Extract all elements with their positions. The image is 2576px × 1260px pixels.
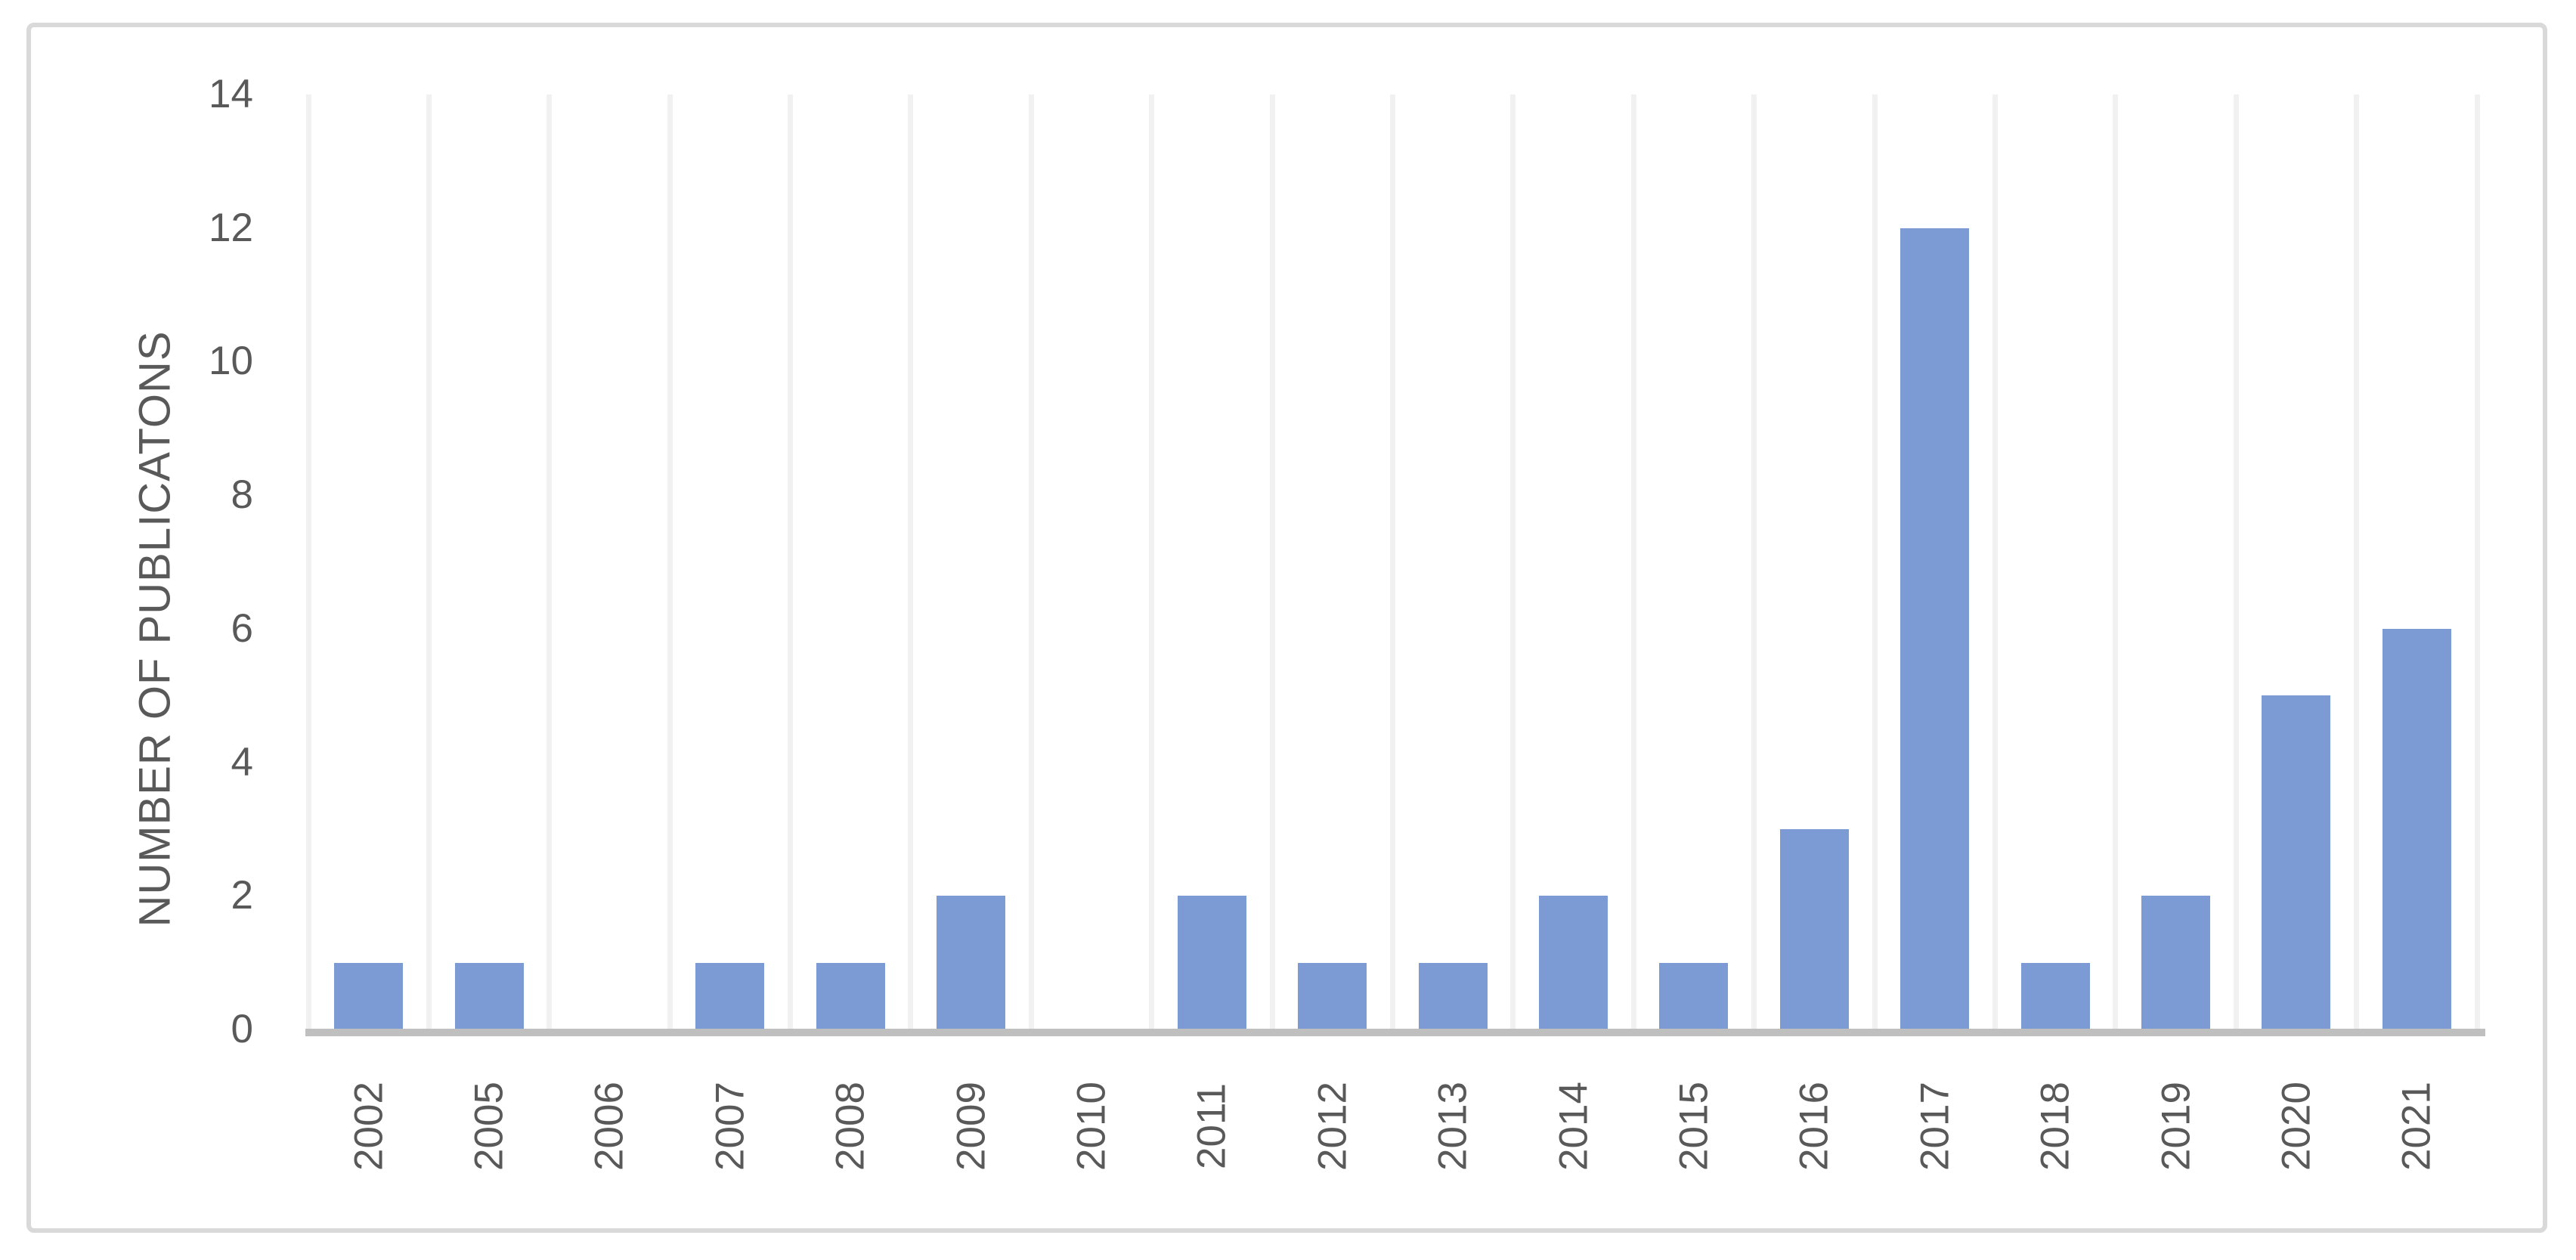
vertical-gridline: [1630, 94, 1636, 1029]
x-tick-label: 2019: [2153, 1082, 2199, 1171]
vertical-gridline: [1390, 94, 1395, 1029]
vertical-gridline: [305, 94, 311, 1029]
bar-2005: [454, 962, 524, 1029]
bar-2014: [1539, 896, 1608, 1029]
x-tick-label: 2012: [1310, 1082, 1355, 1171]
vertical-gridline: [2354, 94, 2360, 1029]
x-tick-label: 2009: [949, 1082, 994, 1171]
x-tick-label: 2015: [1671, 1082, 1717, 1171]
vertical-gridline: [667, 94, 673, 1029]
vertical-gridline: [1872, 94, 1878, 1029]
vertical-gridline: [1510, 94, 1516, 1029]
y-tick-label: 10: [209, 339, 253, 384]
vertical-gridline: [2233, 94, 2239, 1029]
vertical-gridline: [546, 94, 553, 1029]
bar-2002: [334, 962, 404, 1029]
bar-2021: [2382, 628, 2451, 1029]
y-tick-label: 14: [209, 72, 253, 116]
x-tick-label: 2007: [707, 1082, 753, 1171]
y-tick-label: 8: [231, 472, 253, 518]
bar-2007: [695, 962, 765, 1029]
y-tick-label: 6: [231, 605, 253, 651]
x-axis-line: [305, 1029, 2485, 1036]
vertical-gridline: [1751, 94, 1757, 1029]
x-tick-label: 2010: [1069, 1082, 1114, 1171]
bar-2009: [937, 896, 1006, 1029]
vertical-gridline: [908, 94, 914, 1029]
vertical-gridline: [1028, 94, 1034, 1029]
x-tick-label: 2021: [2394, 1082, 2439, 1171]
bar-2017: [1900, 228, 1970, 1029]
vertical-gridline: [2474, 94, 2480, 1029]
x-tick-label: 2020: [2274, 1082, 2319, 1171]
y-tick-label: 2: [231, 873, 253, 918]
bar-2016: [1779, 828, 1849, 1029]
bar-2015: [1659, 962, 1729, 1029]
x-tick-label: 2017: [1912, 1082, 1958, 1171]
bar-2013: [1418, 962, 1488, 1029]
x-tick-label: 2005: [466, 1082, 512, 1171]
vertical-gridline: [788, 94, 794, 1029]
x-tick-label: 2018: [2033, 1082, 2078, 1171]
vertical-gridline: [1269, 94, 1275, 1029]
x-tick-label: 2008: [828, 1082, 873, 1171]
vertical-gridline: [1992, 94, 1998, 1029]
bar-2011: [1177, 896, 1246, 1029]
bar-2018: [2020, 962, 2090, 1029]
y-tick-label: 12: [209, 205, 253, 250]
x-tick-label: 2006: [587, 1082, 632, 1171]
bar-2020: [2262, 695, 2331, 1029]
y-tick-label: 4: [231, 739, 253, 785]
bar-2019: [2141, 896, 2211, 1029]
vertical-gridline: [426, 94, 432, 1029]
x-tick-label: 2002: [346, 1082, 392, 1171]
x-tick-label: 2014: [1551, 1082, 1596, 1171]
y-tick-label: 0: [231, 1007, 253, 1051]
bar-2008: [816, 962, 885, 1029]
x-tick-label: 2011: [1189, 1083, 1234, 1169]
x-tick-label: 2016: [1791, 1082, 1837, 1171]
bar-2012: [1298, 962, 1367, 1029]
x-tick-label: 2013: [1430, 1082, 1475, 1171]
vertical-gridline: [1149, 94, 1155, 1029]
vertical-gridline: [2113, 94, 2119, 1029]
